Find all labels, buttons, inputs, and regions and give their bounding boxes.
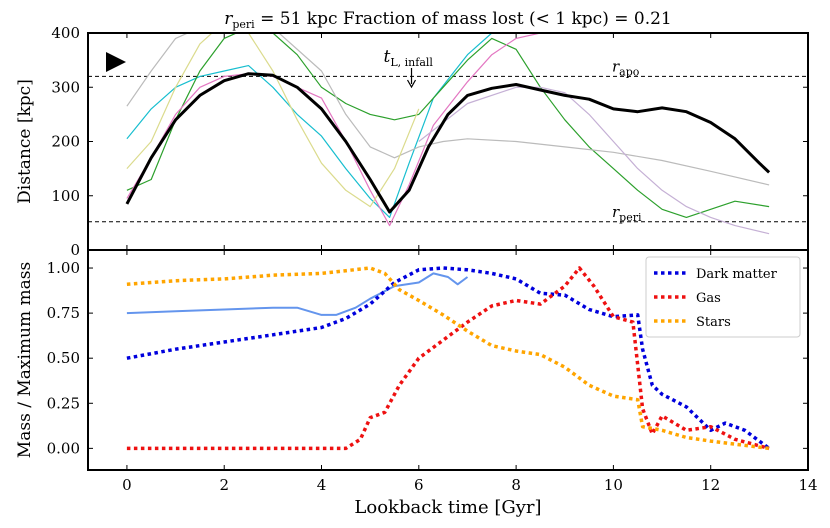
- series-line: [126, 33, 614, 227]
- y-tick-label: 0.25: [47, 394, 80, 412]
- reference-label-sub: peri: [619, 211, 642, 224]
- y-tick-label: 0: [70, 241, 80, 259]
- reference-label-main: r: [612, 57, 620, 75]
- series-line: [125, 72, 771, 214]
- x-tick-label: 2: [219, 476, 229, 494]
- x-tick-label: 10: [604, 476, 623, 494]
- y-axis-label: Mass / Maximum mass: [15, 262, 35, 458]
- x-axis-label: Lookback time [Gyr]: [354, 497, 541, 518]
- chart-title-rest: = 51 kpc Fraction of mass lost (< 1 kpc)…: [255, 9, 672, 29]
- x-tick-label: 14: [798, 476, 817, 494]
- x-tick-label: 4: [317, 476, 327, 494]
- legend-label: Gas: [696, 291, 721, 306]
- plot-area: [126, 266, 771, 451]
- arrow-head: [406, 79, 417, 89]
- x-tick-label: 12: [701, 476, 720, 494]
- x-tick-label: 6: [414, 476, 424, 494]
- series-line: [126, 266, 770, 451]
- arrow-label: tL, infall: [384, 47, 434, 69]
- reference-label-main: r: [612, 203, 620, 221]
- reference-label-sub: apo: [619, 65, 640, 78]
- y-tick-label: 0.50: [47, 349, 80, 367]
- chart-title: rperi = 51 kpc Fraction of mass lost (< …: [224, 9, 672, 31]
- y-tick-label: 300: [51, 78, 80, 96]
- x-tick-label: 8: [511, 476, 521, 494]
- arrow-label-sub: L, infall: [390, 56, 433, 69]
- legend-label: Stars: [696, 315, 731, 330]
- y-tick-label: 0.75: [47, 304, 80, 322]
- series-line: [418, 86, 770, 235]
- series-line: [126, 33, 420, 208]
- arrow-label-main: t: [384, 47, 391, 67]
- play-marker: [106, 52, 126, 72]
- reference-label: rperi: [612, 203, 642, 224]
- series-line: [126, 33, 770, 218]
- series-line: [126, 33, 494, 218]
- y-tick-label: 200: [51, 133, 80, 151]
- panel-frame: [87, 249, 809, 471]
- y-tick-label: 100: [51, 187, 80, 205]
- chart-title-sub: peri: [232, 18, 255, 31]
- reference-label: rapo: [612, 57, 640, 78]
- y-axis-label: Distance [kpc]: [15, 79, 35, 204]
- y-tick-label: 0.00: [47, 439, 80, 457]
- chart-title-main: r: [224, 9, 233, 29]
- series-line: [126, 33, 770, 186]
- legend-box: [645, 256, 801, 338]
- plot-area: [125, 33, 771, 235]
- legend-label: Dark matter: [696, 267, 778, 282]
- series-line: [126, 272, 469, 316]
- y-tick-label: 1.00: [47, 259, 80, 277]
- y-tick-label: 400: [51, 24, 80, 42]
- x-tick-label: 0: [122, 476, 132, 494]
- series-line: [126, 266, 770, 451]
